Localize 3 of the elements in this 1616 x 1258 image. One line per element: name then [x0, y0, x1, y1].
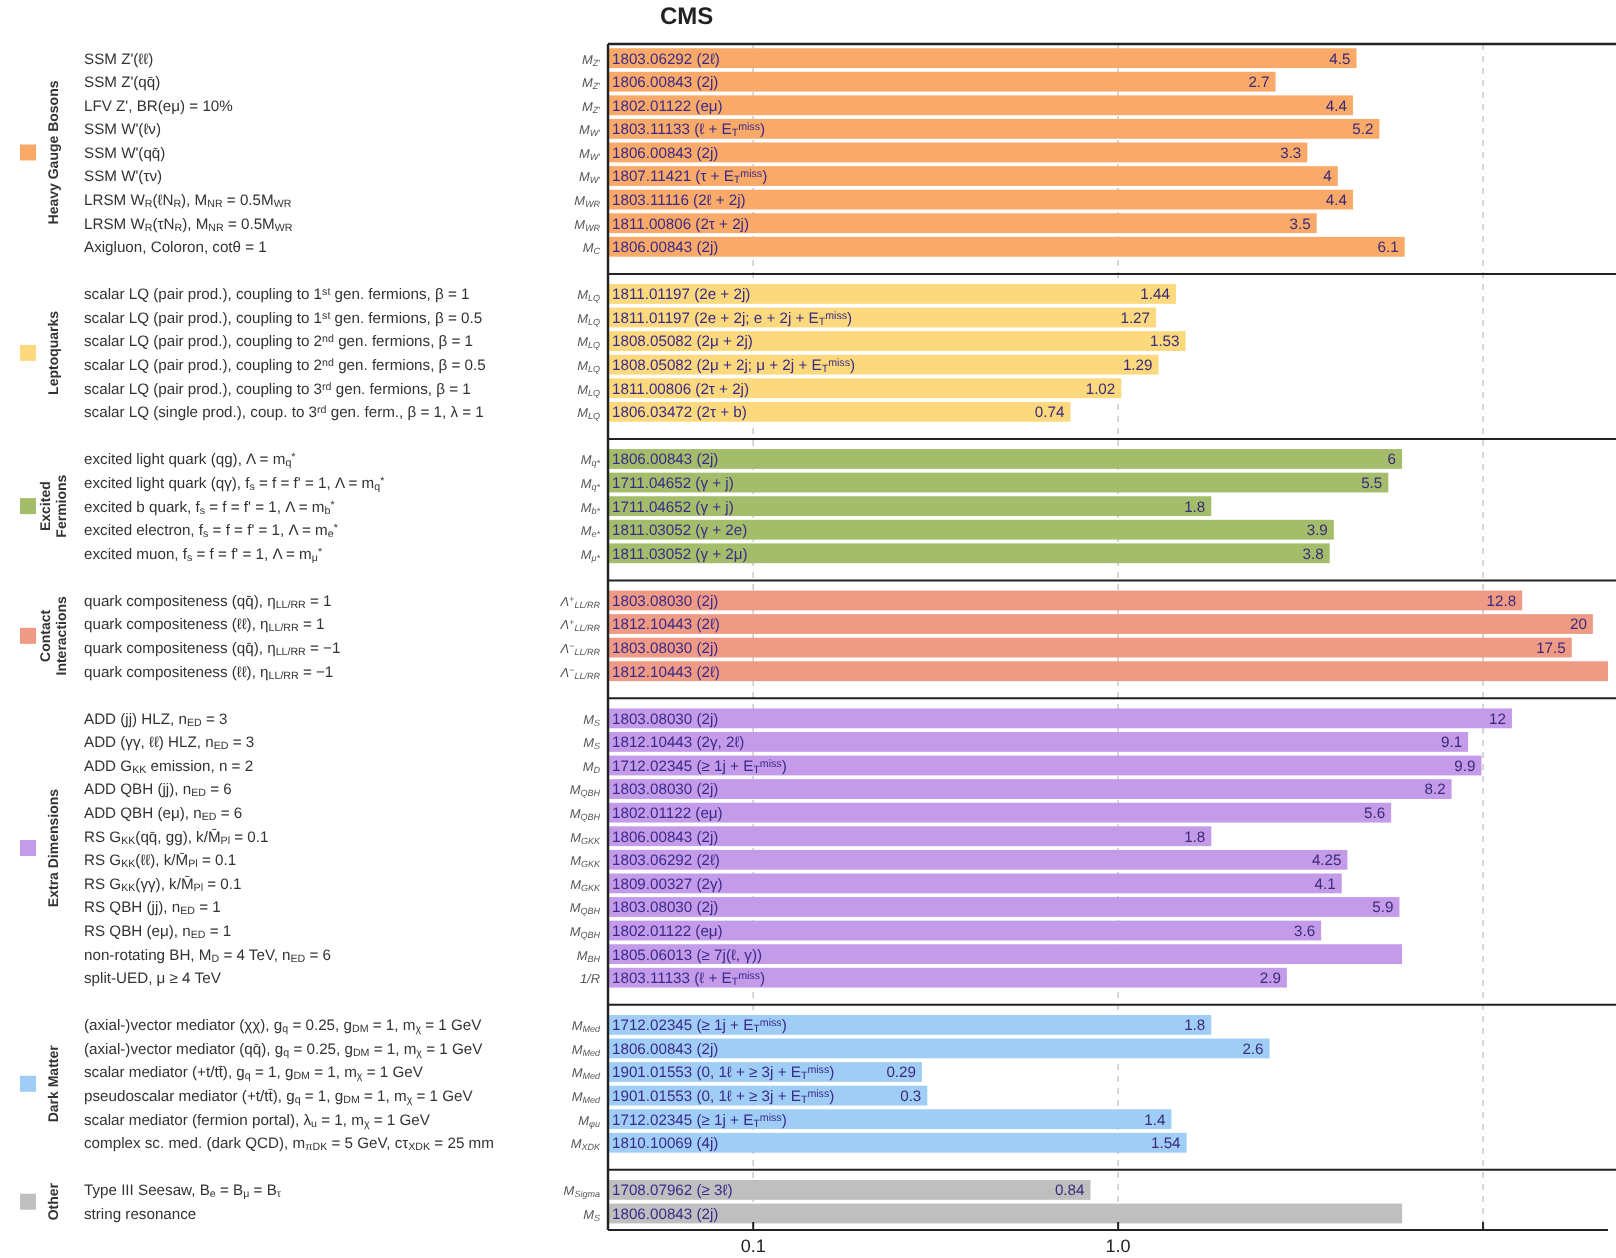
x-tick-label: 1.0: [1105, 1236, 1131, 1256]
x-tick-label: 0.1: [740, 1236, 766, 1256]
chart-title: CMS: [660, 2, 714, 30]
